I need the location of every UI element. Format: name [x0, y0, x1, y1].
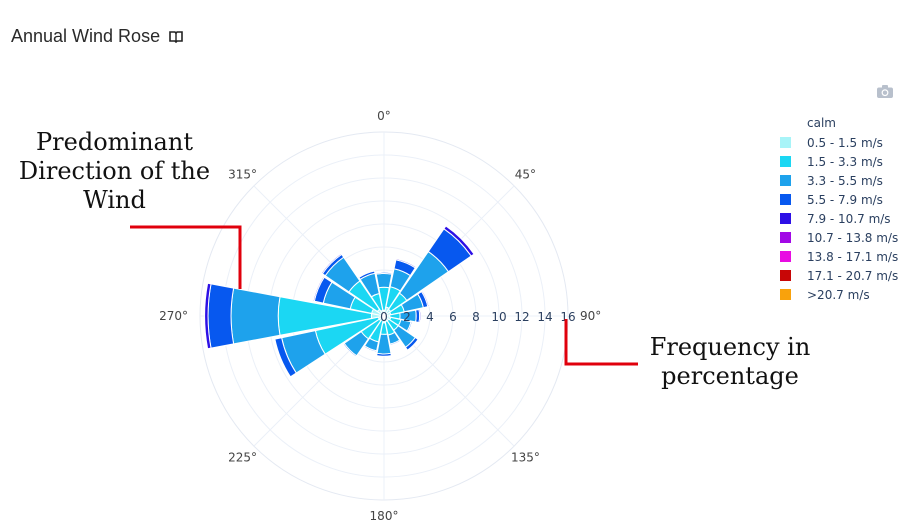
- bar-45-deg-series-5: [443, 225, 475, 257]
- bar-270-deg-series-5: [204, 282, 212, 350]
- annotation-predominant-direction: Predominant Direction of the Wind: [18, 128, 211, 214]
- legend-item[interactable]: 3.3 - 5.5 m/s: [780, 171, 898, 190]
- angular-tick-label: 270°: [159, 309, 188, 323]
- legend-label: 7.9 - 10.7 m/s: [807, 211, 891, 226]
- legend-label: 17.1 - 20.7 m/s: [807, 268, 899, 283]
- radial-tick-label: 2: [403, 310, 411, 324]
- bar-157.5-deg-series-4: [389, 339, 401, 346]
- camera-icon[interactable]: [876, 84, 894, 99]
- angular-tick-label: 45°: [515, 168, 536, 182]
- bar-292.5-deg-series-5: [312, 275, 325, 302]
- legend-item[interactable]: 7.9 - 10.7 m/s: [780, 209, 898, 228]
- chart-title-wrap: Annual Wind Rose: [11, 26, 183, 47]
- bar-0-deg-series-4: [375, 271, 393, 275]
- legend-swatch: [780, 156, 791, 167]
- annotation-lines: [130, 225, 638, 366]
- annotation-line-frequency: [564, 319, 638, 366]
- polar-labels: 0 2 4 6 8 10 12 14 16 0° 45° 90° 135° 180° 225° 270° 315…: [159, 109, 601, 523]
- radial-tick-label: 14: [537, 310, 552, 324]
- legend-item[interactable]: 0.5 - 1.5 m/s: [780, 133, 898, 152]
- chart-title: Annual Wind Rose: [11, 26, 161, 46]
- legend-label: 10.7 - 13.8 m/s: [807, 230, 899, 245]
- angular-tick-label: 315°: [228, 168, 257, 182]
- bar-180-deg-series-4: [376, 352, 392, 357]
- radial-tick-label: 0: [380, 310, 388, 324]
- bar-270-deg-series-3: [230, 287, 281, 345]
- legend-label: 0.5 - 1.5 m/s: [807, 135, 883, 150]
- bar-225-deg-series-4: [342, 342, 358, 358]
- legend-label: 3.3 - 5.5 m/s: [807, 173, 883, 188]
- book-icon: [169, 30, 183, 43]
- radial-tick-label: 6: [449, 310, 457, 324]
- legend-label: 13.8 - 17.1 m/s: [807, 249, 899, 264]
- legend-label: >20.7 m/s: [807, 287, 870, 302]
- radial-tick-label: 16: [560, 310, 575, 324]
- legend-label: 5.5 - 7.9 m/s: [807, 192, 883, 207]
- bar-270-deg-series-4: [207, 283, 235, 349]
- legend-label: 1.5 - 3.3 m/s: [807, 154, 883, 169]
- radial-tick-label: 8: [472, 310, 480, 324]
- radial-tick-label: 4: [426, 310, 434, 324]
- legend-item[interactable]: 13.8 - 17.1 m/s: [780, 247, 898, 266]
- bar-202.5-deg-series-4: [363, 345, 378, 353]
- bar-0-deg-series-3: [375, 272, 393, 289]
- legend-swatch: [780, 194, 791, 205]
- polar-bars: [204, 225, 475, 378]
- legend: calm 0.5 - 1.5 m/s 1.5 - 3.3 m/s 3.3 - 5.5…: [780, 114, 898, 304]
- legend-swatch: [780, 175, 791, 186]
- legend-swatch: [780, 251, 791, 262]
- bar-67.5-deg-series-5: [420, 290, 430, 308]
- legend-item[interactable]: 10.7 - 13.8 m/s: [780, 228, 898, 247]
- legend-swatch: [780, 213, 791, 224]
- bar-315-deg-series-5: [320, 252, 343, 275]
- angular-tick-label: 90°: [580, 309, 601, 323]
- legend-swatch: [780, 289, 791, 300]
- legend-item[interactable]: 17.1 - 20.7 m/s: [780, 266, 898, 285]
- legend-swatch: [780, 270, 791, 281]
- bar-337.5-deg-series-4: [358, 270, 376, 281]
- annotation-line-direction: [130, 225, 242, 289]
- radial-tick-label: 12: [514, 310, 529, 324]
- bar-247.5-deg-series-4: [274, 337, 297, 378]
- legend-item[interactable]: 1.5 - 3.3 m/s: [780, 152, 898, 171]
- bar-135-deg-series-4: [404, 336, 419, 351]
- legend-swatch: [780, 232, 791, 243]
- angular-tick-label: 225°: [228, 450, 257, 464]
- legend-item[interactable]: >20.7 m/s: [780, 285, 898, 304]
- angular-tick-label: 135°: [511, 450, 540, 464]
- bar-90-deg-series-5: [418, 308, 422, 324]
- legend-swatch: [780, 137, 791, 148]
- angular-tick-label: 0°: [377, 109, 391, 123]
- bar-22.5-deg-series-5: [395, 258, 417, 269]
- radial-tick-label: 10: [491, 310, 506, 324]
- angular-tick-label: 180°: [370, 509, 399, 523]
- annotation-frequency: Frequency in percentage: [649, 333, 811, 390]
- legend-item[interactable]: 5.5 - 7.9 m/s: [780, 190, 898, 209]
- bar-112.5-deg-series-4: [406, 321, 413, 333]
- legend-title: calm: [807, 116, 836, 130]
